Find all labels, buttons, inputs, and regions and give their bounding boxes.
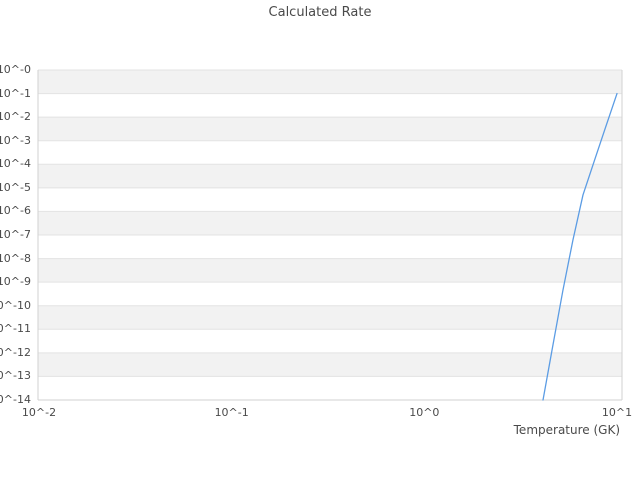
y-tick-label: 10^-13: [0, 369, 31, 383]
y-tick-label: 10^-1: [0, 86, 31, 100]
x-tick-label: 10^-2: [21, 406, 57, 419]
y-tick-label: 10^-4: [0, 157, 31, 171]
x-tick-label: 10^0: [409, 406, 440, 419]
y-tick-label: 10^-11: [0, 322, 31, 336]
y-tick-label: 10^-9: [0, 275, 31, 289]
decade-band: [38, 305, 622, 330]
decade-band: [38, 70, 622, 94]
decade-band: [38, 329, 622, 353]
y-tick-label: 10^-10: [0, 298, 31, 312]
y-tick-label: 10^-6: [0, 204, 31, 218]
decade-band: [38, 211, 622, 235]
decade-band: [38, 258, 622, 283]
decade-band: [38, 376, 622, 400]
y-tick-label: 10^-0: [0, 63, 31, 76]
x-axis-label: Temperature (GK): [513, 423, 620, 437]
rate-line: [542, 92, 618, 401]
decade-band: [38, 187, 622, 212]
y-tick-label: 10^-8: [0, 251, 31, 265]
decade-band: [38, 282, 622, 306]
decade-band: [38, 164, 622, 188]
decade-band: [38, 235, 622, 259]
y-tick-label: 10^-14: [0, 393, 31, 406]
x-tick-label: 10^-1: [214, 406, 249, 419]
y-tick-label: 10^-12: [0, 345, 31, 359]
y-tick-label: 10^-2: [0, 110, 31, 124]
decade-band: [38, 117, 622, 141]
x-tick-label: 10^1: [601, 406, 633, 419]
decade-band: [38, 140, 622, 165]
y-tick-label: 10^-7: [0, 228, 31, 241]
y-tick-label: 10^-3: [0, 133, 31, 147]
decade-band: [38, 93, 622, 118]
y-tick-label: 10^-5: [0, 180, 31, 194]
decade-band: [38, 352, 622, 377]
chart-title: Calculated Rate: [268, 5, 372, 20]
